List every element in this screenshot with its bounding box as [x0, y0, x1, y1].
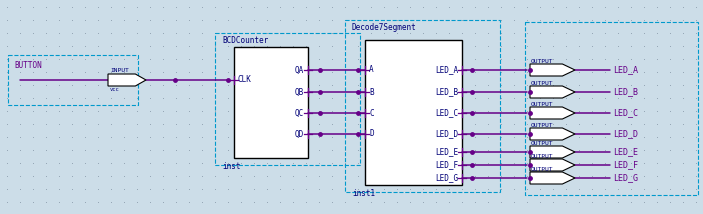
Text: Decode7Segment: Decode7Segment — [352, 23, 417, 32]
Text: LED_E: LED_E — [435, 147, 458, 156]
Text: vcc: vcc — [110, 87, 120, 92]
Text: LED_D: LED_D — [435, 129, 458, 138]
Text: BUTTON: BUTTON — [14, 61, 41, 70]
Text: LED_A: LED_A — [613, 65, 638, 74]
Bar — [8, 55, 138, 105]
Text: LED_F: LED_F — [435, 160, 458, 169]
Text: LED_C: LED_C — [613, 108, 638, 117]
Polygon shape — [530, 128, 575, 140]
Text: QA: QA — [295, 65, 304, 74]
Text: D: D — [369, 129, 373, 138]
Text: LED_G: LED_G — [435, 174, 458, 183]
Polygon shape — [108, 74, 146, 86]
Text: inst: inst — [222, 162, 240, 171]
Text: C: C — [369, 108, 373, 117]
Text: LED_E: LED_E — [613, 147, 638, 156]
Text: LED_G: LED_G — [613, 174, 638, 183]
Polygon shape — [530, 86, 575, 98]
Text: BCDCounter: BCDCounter — [222, 36, 269, 45]
Text: A: A — [369, 65, 373, 74]
Text: LED_A: LED_A — [435, 65, 458, 74]
Bar — [365, 40, 462, 185]
Bar — [525, 22, 698, 195]
Text: B: B — [369, 88, 373, 97]
Polygon shape — [530, 172, 575, 184]
Text: LED_D: LED_D — [613, 129, 638, 138]
Text: INPUT: INPUT — [110, 68, 129, 73]
Text: LED_C: LED_C — [435, 108, 458, 117]
Text: OUTPUT: OUTPUT — [531, 81, 553, 86]
Text: inst1: inst1 — [352, 189, 375, 198]
Text: QB: QB — [295, 88, 304, 97]
Text: OUTPUT: OUTPUT — [531, 154, 553, 159]
Text: OUTPUT: OUTPUT — [531, 59, 553, 64]
Text: OUTPUT: OUTPUT — [531, 123, 553, 128]
Text: LED_B: LED_B — [613, 88, 638, 97]
Polygon shape — [530, 64, 575, 76]
Text: OUTPUT: OUTPUT — [531, 167, 553, 172]
Text: OUTPUT: OUTPUT — [531, 141, 553, 146]
Text: OUTPUT: OUTPUT — [531, 102, 553, 107]
Text: QD: QD — [295, 129, 304, 138]
Text: LED_B: LED_B — [435, 88, 458, 97]
Bar — [345, 20, 500, 192]
Text: LED_F: LED_F — [613, 160, 638, 169]
Text: QC: QC — [295, 108, 304, 117]
Polygon shape — [530, 107, 575, 119]
Text: CLK: CLK — [238, 76, 252, 85]
Polygon shape — [530, 159, 575, 171]
Bar — [234, 47, 308, 158]
Bar — [215, 33, 360, 165]
Polygon shape — [530, 146, 575, 158]
